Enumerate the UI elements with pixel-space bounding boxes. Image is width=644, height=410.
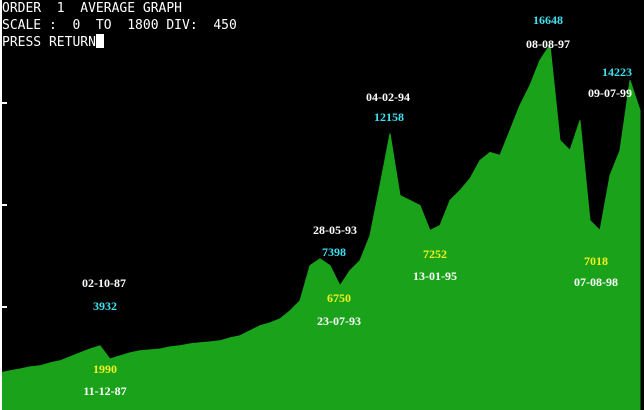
annotation: 02-10-87	[82, 276, 126, 290]
prompt-line: PRESS RETURN	[2, 34, 104, 51]
annotation: 7398	[322, 245, 346, 259]
annotation: 13-01-95	[413, 269, 457, 283]
prompt: PRESS RETURN	[2, 35, 96, 50]
annotation: 12158	[374, 110, 404, 124]
annotation: 08-08-97	[526, 37, 570, 51]
annotation: 11-12-87	[83, 384, 126, 398]
annotation: 7018	[584, 254, 608, 268]
annotation: 7252	[423, 247, 447, 261]
area-layer	[0, 43, 641, 410]
header-line: ORDER 1 AVERAGE GRAPH	[2, 1, 183, 16]
cursor	[95, 34, 104, 48]
annotation: 28-05-93	[313, 223, 357, 237]
annotation: 04-02-94	[366, 90, 410, 104]
annotation: 16648	[533, 13, 563, 27]
annotation: 6750	[327, 291, 351, 305]
annotation: 07-08-98	[574, 275, 618, 289]
annotation: 14223	[602, 65, 632, 79]
annotation: 23-07-93	[317, 314, 361, 328]
annotation: 09-07-99	[588, 86, 632, 100]
header-line: SCALE : 0 TO 1800 DIV: 450	[2, 18, 237, 33]
annotation: 3932	[93, 299, 117, 313]
area	[0, 43, 641, 410]
annotation: 1990	[93, 362, 117, 376]
